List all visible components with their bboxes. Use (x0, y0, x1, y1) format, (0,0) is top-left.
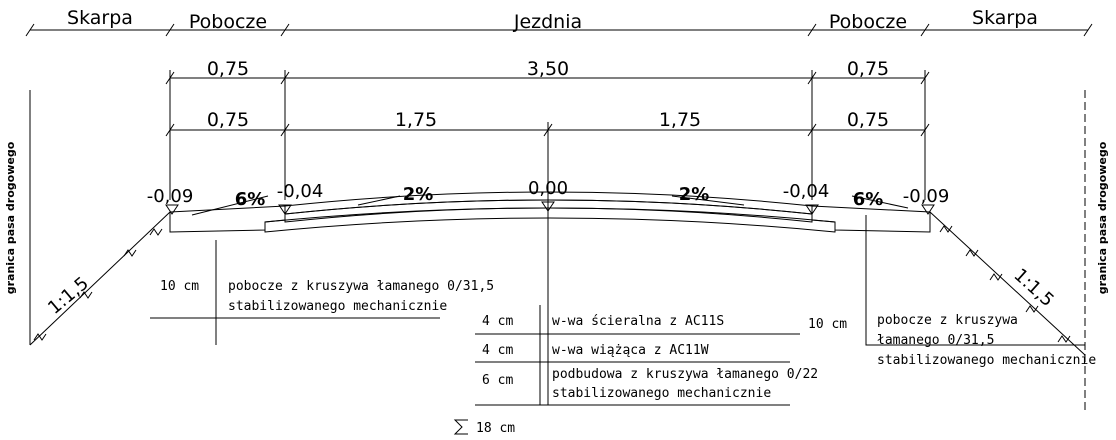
layer-desc: podbudowa z kruszywa łamanego 0/22 (552, 367, 818, 382)
sum-symbol (453, 419, 468, 435)
elevation: -0,04 (277, 181, 324, 202)
section-label: Jezdnia (513, 11, 582, 33)
embankment-slope: 1:1,5 (44, 273, 93, 319)
layer-thickness: 6 cm (482, 373, 513, 388)
embankment-slope: 1:1,5 (1010, 265, 1058, 311)
section-label: Pobocze (189, 11, 267, 33)
section-label: Pobocze (829, 11, 907, 33)
layer-thickness: 4 cm (482, 314, 513, 329)
dimension: 0,75 (207, 109, 249, 131)
layer-desc: łamanego 0/31,5 (877, 333, 994, 348)
layer-thickness: 4 cm (482, 343, 513, 358)
section-label: Skarpa (67, 7, 133, 29)
cross-slope: 2% (403, 184, 434, 205)
header-labels: Skarpa Pobocze Jezdnia Pobocze Skarpa 0,… (67, 7, 1038, 131)
layer-desc: pobocze z kruszywa (877, 313, 1018, 328)
total-thickness: 18 cm (476, 421, 515, 436)
dimension: 3,50 (527, 58, 569, 80)
cross-slope: 6% (853, 189, 884, 210)
road-body (29, 191, 1086, 356)
dimension: 0,75 (847, 109, 889, 131)
elevation: 0,00 (528, 178, 568, 199)
elevation: -0,09 (903, 186, 950, 207)
boundaries: granica pasa drogowego granica pasa drog… (4, 90, 1109, 410)
cross-slope: 6% (235, 189, 266, 210)
elevation-markers: -0,09 -0,04 0,00 -0,04 -0,09 6% 2% 2% 6%… (44, 178, 1058, 319)
dimension: 0,75 (207, 58, 249, 80)
layer-desc: w-wa ścieralna z AC11S (552, 314, 724, 329)
layer-thickness: 10 cm (160, 279, 199, 294)
layer-desc: stabilizowanego mechanicznie (877, 353, 1096, 368)
layer-desc: stabilizowanego mechanicznie (228, 299, 447, 314)
dimension: 0,75 (847, 58, 889, 80)
dimension: 1,75 (395, 109, 437, 131)
boundary-label: granica pasa drogowego (1096, 141, 1109, 294)
layer-thickness: 10 cm (808, 317, 847, 332)
elevation: -0,04 (783, 181, 830, 202)
layer-desc: w-wa wiążąca z AC11W (552, 343, 709, 358)
layer-tables: 10 cm pobocze z kruszywa łamanego 0/31,5… (150, 215, 1096, 436)
grass (33, 225, 1071, 343)
dimension-lines (25, 23, 1093, 405)
section-label: Skarpa (972, 7, 1038, 29)
dimension: 1,75 (659, 109, 701, 131)
cross-slope: 2% (679, 184, 710, 205)
elevation: -0,09 (147, 186, 194, 207)
layer-desc: pobocze z kruszywa łamanego 0/31,5 (228, 279, 494, 294)
boundary-label: granica pasa drogowego (4, 141, 17, 294)
layer-desc: stabilizowanego mechanicznie (552, 386, 771, 401)
